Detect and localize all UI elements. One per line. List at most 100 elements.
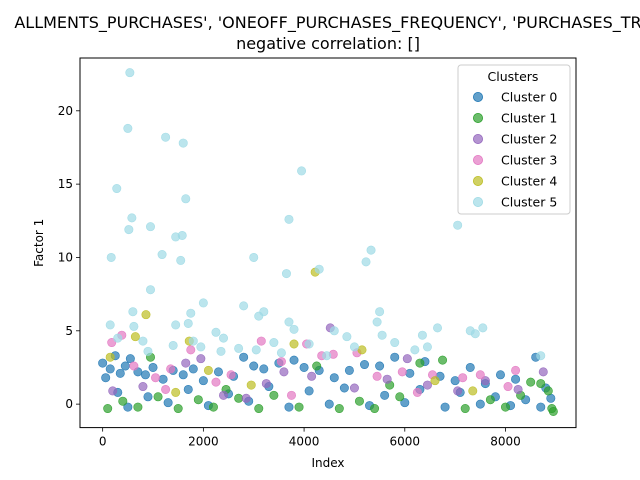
point-cluster-5-4 xyxy=(112,184,122,194)
point-cluster-0-29 xyxy=(405,368,415,378)
point-cluster-5-20 xyxy=(281,269,291,279)
point-cluster-4-5 xyxy=(289,339,299,349)
point-cluster-5-36 xyxy=(289,324,299,334)
point-cluster-3-20 xyxy=(503,382,513,392)
y-tick-label-10: 10 xyxy=(58,250,73,264)
point-cluster-5-28 xyxy=(254,311,264,321)
point-cluster-0-9 xyxy=(148,362,158,372)
point-cluster-1-20 xyxy=(485,395,495,405)
point-cluster-2-3 xyxy=(196,354,206,364)
point-cluster-5-43 xyxy=(470,329,480,339)
point-cluster-0-52 xyxy=(123,402,133,412)
legend-label-2: Cluster 2 xyxy=(501,132,557,147)
point-cluster-5-22 xyxy=(146,285,156,295)
legend-marker-4 xyxy=(472,175,483,186)
point-cluster-5-26 xyxy=(239,301,249,311)
point-cluster-0-4 xyxy=(115,368,125,378)
point-cluster-1-10 xyxy=(269,390,279,400)
point-cluster-0-24 xyxy=(329,373,339,383)
point-cluster-5-1 xyxy=(123,123,133,133)
point-cluster-4-2 xyxy=(141,310,151,320)
point-cluster-4-0 xyxy=(105,352,115,362)
point-cluster-5-17 xyxy=(249,252,259,262)
point-cluster-4-7 xyxy=(357,345,367,355)
point-cluster-2-14 xyxy=(480,376,490,386)
point-cluster-1-23 xyxy=(536,379,546,389)
point-cluster-0-46 xyxy=(339,383,349,393)
point-cluster-2-15 xyxy=(513,384,523,394)
point-cluster-1-6 xyxy=(193,395,203,405)
legend-label-0: Cluster 0 xyxy=(501,90,557,105)
point-cluster-3-3 xyxy=(151,373,161,383)
point-cluster-0-8 xyxy=(140,370,150,380)
x-tick-label-8000: 8000 xyxy=(490,435,521,449)
point-cluster-0-14 xyxy=(198,376,208,386)
point-cluster-1-2 xyxy=(133,402,143,412)
point-cluster-2-0 xyxy=(108,386,118,396)
point-cluster-4-1 xyxy=(130,332,140,342)
point-cluster-5-61 xyxy=(422,342,432,352)
point-cluster-5-37 xyxy=(329,326,339,336)
point-cluster-0-6 xyxy=(125,354,135,364)
point-cluster-5-63 xyxy=(276,348,286,358)
point-cluster-5-29 xyxy=(375,307,385,317)
point-cluster-3-5 xyxy=(186,345,196,355)
point-cluster-5-23 xyxy=(128,307,138,317)
point-cluster-2-11 xyxy=(402,354,412,364)
point-cluster-0-53 xyxy=(163,398,173,408)
point-cluster-2-2 xyxy=(181,358,191,368)
legend-label-3: Cluster 3 xyxy=(501,153,557,168)
point-cluster-5-52 xyxy=(390,338,400,348)
point-cluster-0-17 xyxy=(239,352,249,362)
chart-title-line2: negative correlation: [] xyxy=(236,34,420,53)
point-cluster-0-19 xyxy=(259,364,269,374)
point-cluster-5-59 xyxy=(349,342,359,352)
legend-label-4: Cluster 4 xyxy=(501,174,557,189)
x-tick-label-0: 0 xyxy=(99,435,107,449)
point-cluster-5-58 xyxy=(251,345,261,355)
point-cluster-5-19 xyxy=(361,257,371,267)
point-cluster-0-1 xyxy=(101,373,111,383)
point-cluster-0-10 xyxy=(158,374,168,384)
legend-label-1: Cluster 1 xyxy=(501,111,557,126)
x-axis-ticks: 0 2000 4000 6000 8000 xyxy=(99,427,521,449)
point-cluster-5-54 xyxy=(410,345,420,355)
point-cluster-0-57 xyxy=(324,399,334,409)
point-cluster-5-42 xyxy=(478,323,488,333)
point-cluster-1-21 xyxy=(500,402,510,412)
point-cluster-1-22 xyxy=(526,377,536,387)
point-cluster-5-49 xyxy=(269,338,279,348)
point-cluster-3-7 xyxy=(226,370,236,380)
point-cluster-1-1 xyxy=(118,396,128,406)
plot-frame xyxy=(79,57,577,429)
point-cluster-3-8 xyxy=(256,336,266,346)
point-cluster-5-46 xyxy=(168,340,178,350)
point-cluster-0-56 xyxy=(284,402,294,412)
point-cluster-0-13 xyxy=(188,364,198,374)
point-cluster-5-38 xyxy=(372,317,382,327)
x-tick-label-2000: 2000 xyxy=(188,435,219,449)
point-cluster-5-55 xyxy=(196,342,206,352)
point-cluster-1-5 xyxy=(173,404,183,414)
point-cluster-5-56 xyxy=(216,346,226,356)
point-cluster-0-5 xyxy=(120,361,130,371)
point-cluster-0-33 xyxy=(465,362,475,372)
chart-title-line1: ALLMENTS_PURCHASES', 'ONEOFF_PURCHASES_F… xyxy=(14,13,640,33)
point-cluster-1-12 xyxy=(312,361,322,371)
point-cluster-5-8 xyxy=(146,222,156,232)
point-cluster-0-26 xyxy=(360,360,370,370)
point-cluster-0-18 xyxy=(249,361,259,371)
point-cluster-5-6 xyxy=(297,166,307,176)
point-cluster-5-7 xyxy=(127,213,137,223)
point-cluster-5-48 xyxy=(219,333,229,343)
point-cluster-5-2 xyxy=(161,132,171,142)
point-cluster-5-51 xyxy=(342,332,352,342)
point-cluster-0-42 xyxy=(183,384,193,394)
point-cluster-5-44 xyxy=(113,333,123,343)
point-cluster-5-57 xyxy=(234,343,244,353)
point-cluster-1-13 xyxy=(334,404,344,414)
point-cluster-5-62 xyxy=(143,346,153,356)
point-cluster-5-32 xyxy=(171,320,181,330)
point-cluster-3-4 xyxy=(166,364,176,374)
